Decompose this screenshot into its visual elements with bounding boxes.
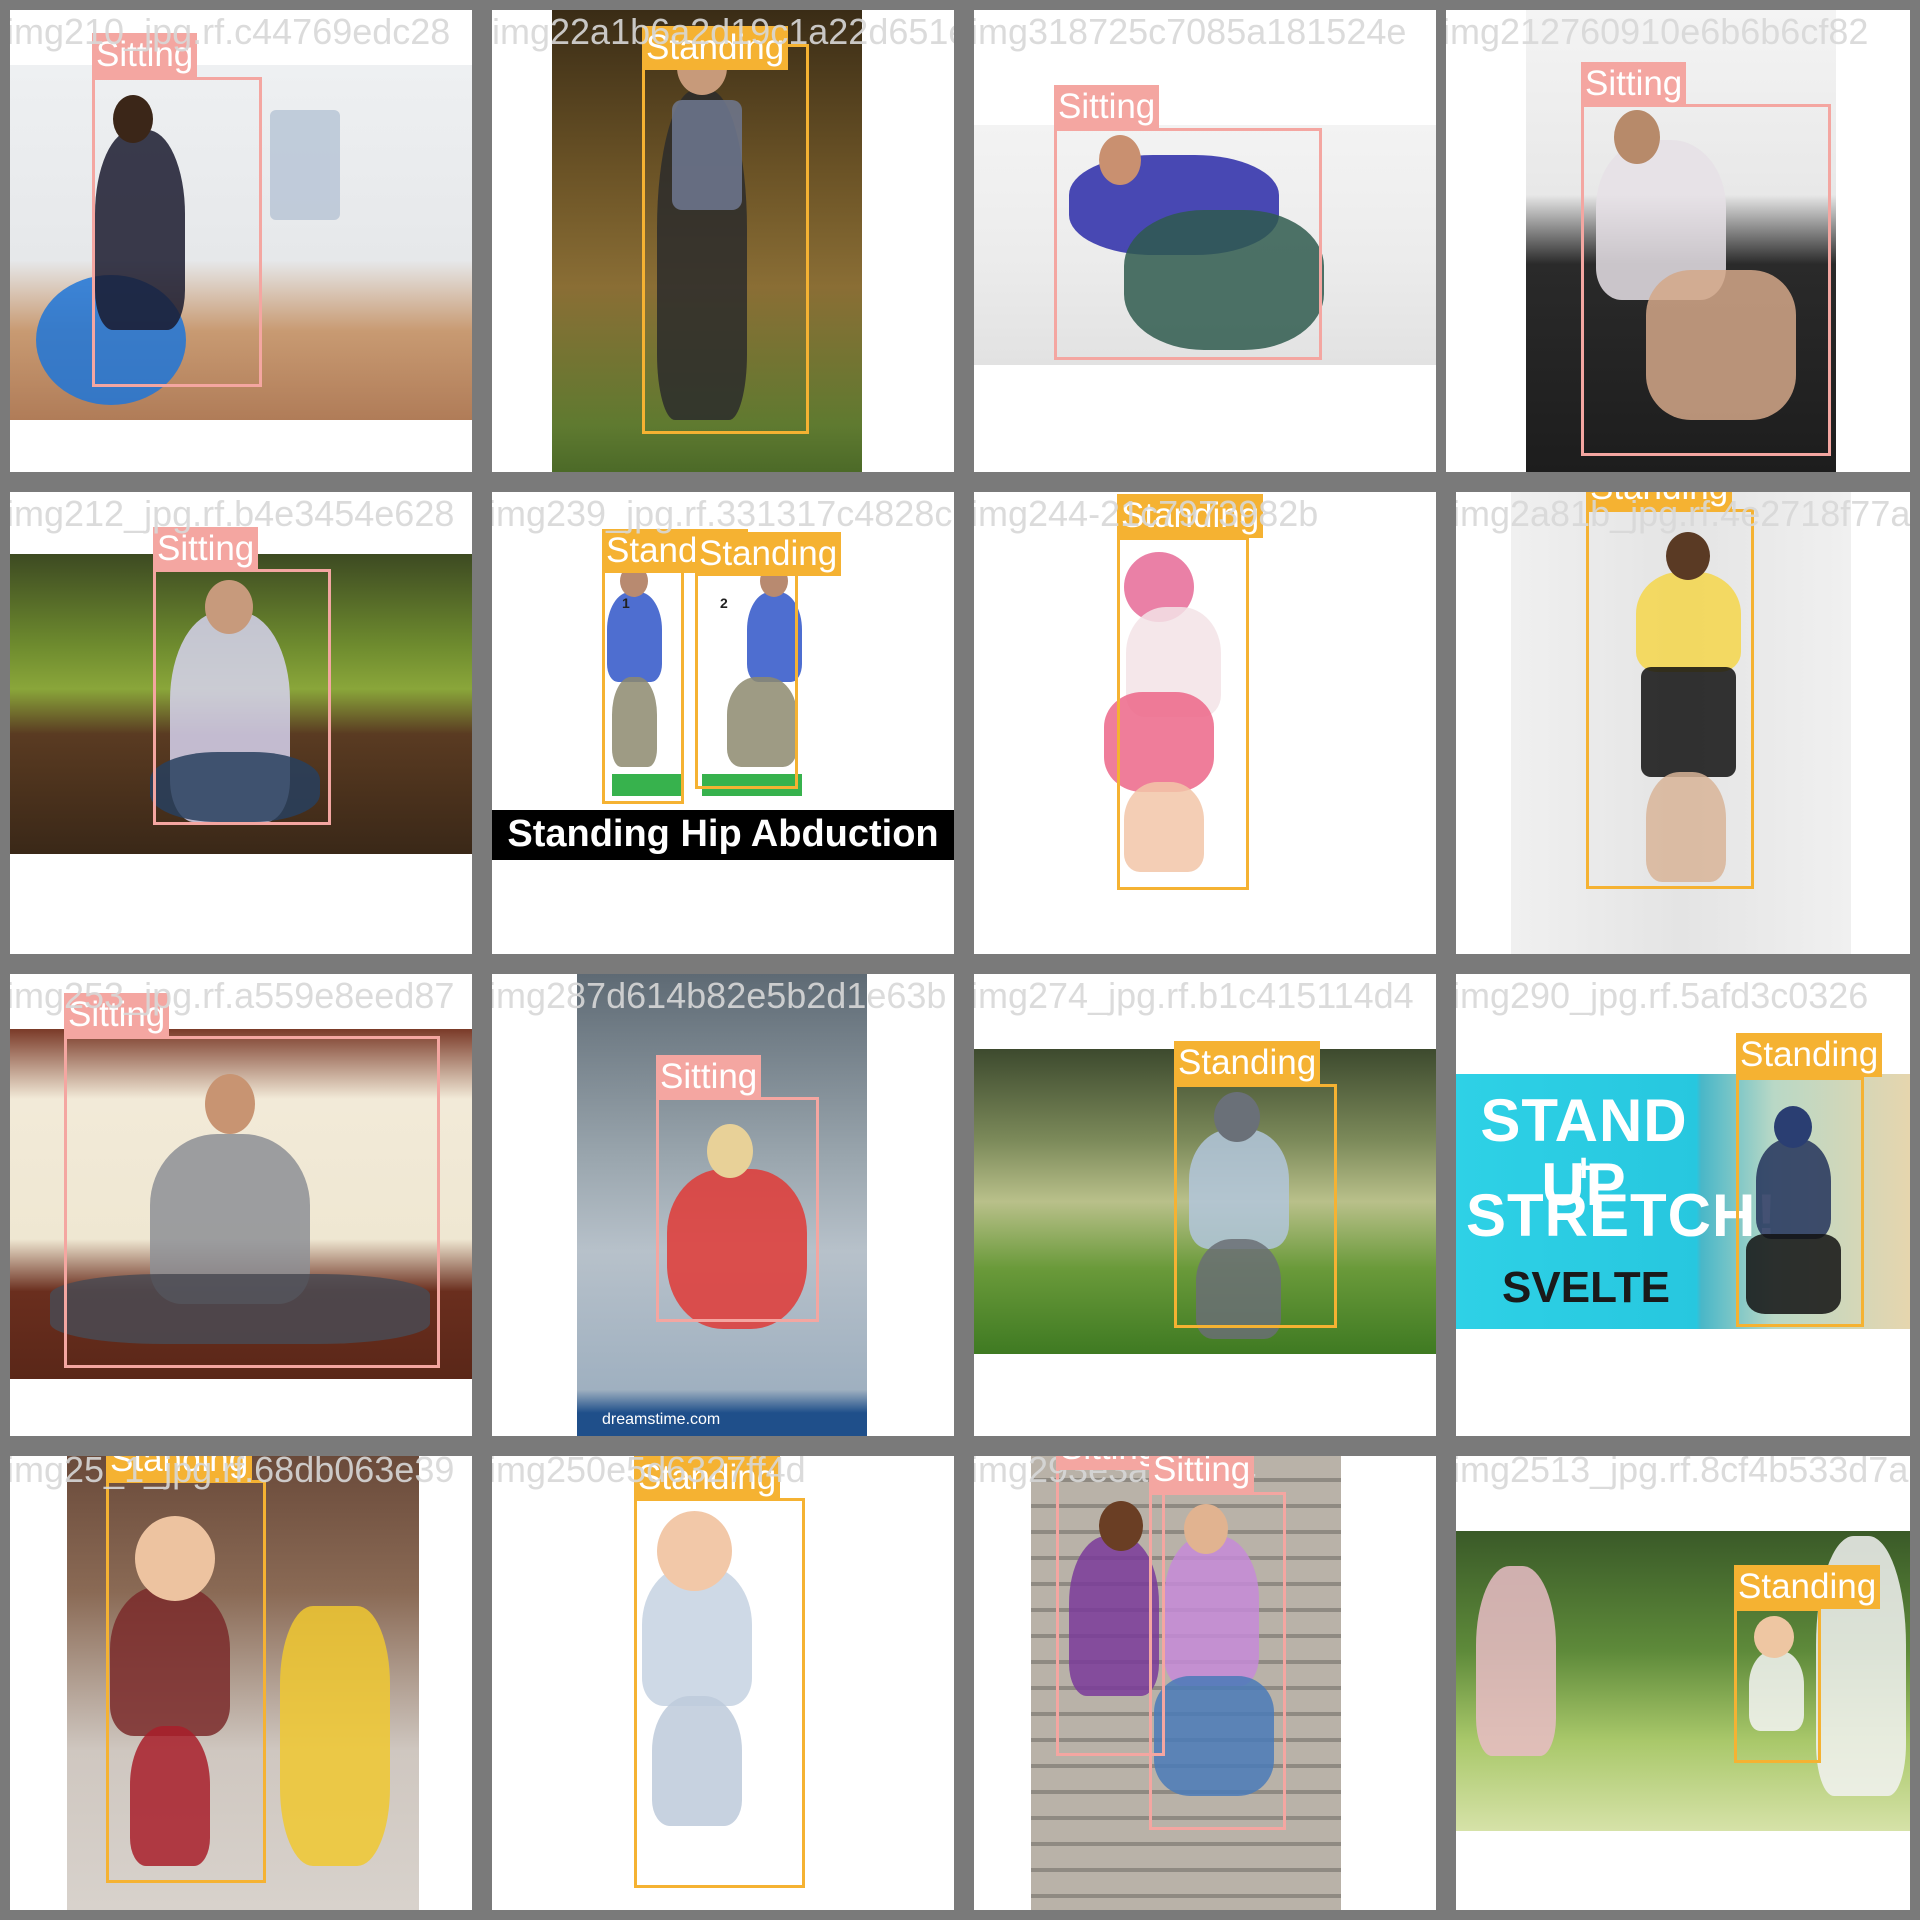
image-filename: img290_jpg.rf.5afd3c0326 <box>1456 975 1869 1016</box>
image-filename: img253_jpg.rf.a559e8eed87 <box>10 975 455 1016</box>
bbox-sitting <box>92 77 262 387</box>
tile-14: Standing img250e5d6327ff4d <box>492 1456 954 1910</box>
tile-7: Standing img244-21c7973982b <box>974 492 1436 954</box>
class-label: Standing <box>1117 494 1264 538</box>
class-label: Sitting <box>153 527 259 571</box>
image-filename: img239_jpg.rf.331317c4828c94b <box>492 493 954 534</box>
image-filename: img250e5d6327ff4d <box>492 1456 806 1490</box>
class-label: Sitting <box>1056 1456 1162 1470</box>
bbox-standing <box>634 1498 805 1888</box>
class-label: Standing <box>106 1456 253 1482</box>
bbox-standing <box>1117 537 1249 890</box>
exercise-banner: Standing Hip Abduction <box>492 810 954 860</box>
class-label: Standing <box>1736 1033 1883 1077</box>
tile-5: Sitting img212_jpg.rf.b4e3454e628 <box>10 492 472 954</box>
tile-9: Sitting img253_jpg.rf.a559e8eed87 <box>10 974 472 1436</box>
bbox-standing <box>1174 1084 1337 1328</box>
bbox-sitting <box>1054 128 1322 360</box>
bbox-sitting <box>1581 104 1831 456</box>
poster-headline-2: STRETCH! <box>1466 1182 1778 1249</box>
poster-headline-1: STAND UP <box>1480 1087 1688 1218</box>
image-filename: img2a81b_jpg.rf.4e2718f77a <box>1456 493 1910 534</box>
tile-16: Standing img2513_jpg.rf.8cf4b533d7a8 <box>1456 1456 1910 1910</box>
tile-6: 1 2 Standing Hip Abduction Standing Stan… <box>492 492 954 954</box>
bbox-sitting <box>1149 1492 1286 1830</box>
bbox-standing <box>642 44 809 434</box>
tile-15: img293e3acfd364 Sitting Sitting <box>974 1456 1436 1910</box>
bbox-sitting <box>153 569 331 825</box>
tile-11: Standing img274_jpg.rf.b1c415114d4 <box>974 974 1436 1436</box>
tile-1: Sitting img210_jpg.rf.c44769edc28 <box>10 10 472 472</box>
image-filename: img274_jpg.rf.b1c415114d4 <box>974 975 1414 1016</box>
class-label: Standing <box>695 532 842 576</box>
pose-number-2: 2 <box>720 595 728 611</box>
tile-10: dreamstime.com Sitting img287d614b82e5b2… <box>492 974 954 1436</box>
image-filename: img287d614b82e5b2d1e63b <box>492 975 947 1016</box>
pose-number-1: 1 <box>622 595 630 611</box>
bbox-standing <box>695 572 798 789</box>
tile-13: Standing img25_1_jpg.rf.68db063e39 <box>10 1456 472 1910</box>
bbox-standing <box>602 568 684 804</box>
stock-watermark: dreamstime.com <box>602 1411 721 1428</box>
tile-12: STAND UP + STRETCH! SVELTE Standing img2… <box>1456 974 1910 1436</box>
class-label: Sitting <box>1149 1456 1255 1492</box>
class-label: Sitting <box>656 1055 762 1099</box>
class-label: Sitting <box>92 33 198 77</box>
bbox-standing <box>1736 1077 1864 1327</box>
class-label: Standing <box>634 1456 781 1500</box>
image-filename: img244-21c7973982b <box>974 493 1319 534</box>
tile-4: Sitting img212760910e6b6b6cf82 <box>1446 10 1910 472</box>
image-filename: img318725c7085a181524e <box>974 11 1407 52</box>
image-filename: img2513_jpg.rf.8cf4b533d7a8 <box>1456 1456 1910 1490</box>
tile-3: Sitting img318725c7085a181524e <box>974 10 1436 472</box>
image-filename: img210_jpg.rf.c44769edc28 <box>10 11 451 52</box>
class-label: Standing <box>1734 1565 1881 1609</box>
bbox-sitting <box>64 1036 440 1368</box>
tile-2: Standing img22a1b6a2d19c1a22d651e059 <box>492 10 954 472</box>
image-filename: img25_1_jpg.rf.68db063e39 <box>10 1456 455 1490</box>
image-filename: img22a1b6a2d19c1a22d651e059 <box>492 11 954 52</box>
class-label: Sitting <box>1054 85 1160 129</box>
image-filename: img212_jpg.rf.b4e3454e628 <box>10 493 455 534</box>
image-filename: img212760910e6b6b6cf82 <box>1446 11 1869 52</box>
class-label: Standing <box>642 26 789 70</box>
bbox-standing <box>106 1480 266 1883</box>
bbox-standing <box>1734 1608 1821 1763</box>
class-label: Sitting <box>64 993 170 1037</box>
poster-plus: + <box>1571 1146 1597 1190</box>
tile-8: Standing img2a81b_jpg.rf.4e2718f77a <box>1456 492 1910 954</box>
bbox-sitting <box>656 1097 819 1322</box>
bbox-standing <box>1586 509 1754 889</box>
poster-brand: SVELTE <box>1502 1263 1670 1312</box>
class-label: Standing <box>1174 1041 1321 1085</box>
class-label: Standing <box>1586 492 1733 510</box>
class-label: Sitting <box>1581 62 1687 106</box>
